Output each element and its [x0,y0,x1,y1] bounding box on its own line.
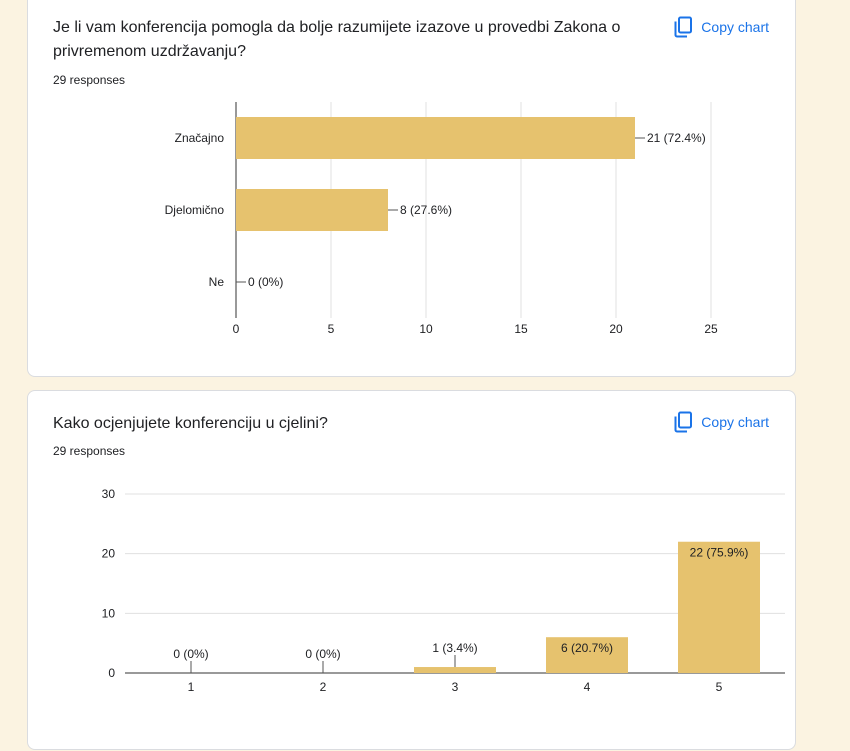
copy-chart-label: Copy chart [701,19,769,35]
bar [236,189,388,231]
bar [236,117,635,159]
copy-chart-button[interactable]: Copy chart [673,411,769,433]
response-count: 29 responses [53,73,126,87]
category-label: Ne [209,275,225,289]
bar [414,667,496,673]
question-card-2: Kako ocjenjujete konferenciju u cjelini?… [27,390,796,750]
response-count: 29 responses [53,444,126,458]
category-label: 3 [452,680,459,694]
copy-chart-button[interactable]: Copy chart [673,16,769,38]
data-label: 21 (72.4%) [647,131,706,145]
question-title: Je li vam konferencija pomogla da bolje … [53,19,621,60]
bar [678,541,760,673]
x-tick-label: 5 [328,322,335,336]
x-tick-label: 15 [514,322,528,336]
data-label: 22 (75.9%) [690,546,749,560]
copy-icon [673,411,693,433]
category-label: 2 [320,680,327,694]
bar [546,637,628,673]
y-tick-label: 10 [102,606,116,620]
y-tick-label: 0 [108,666,115,680]
data-label: 6 (20.7%) [561,641,613,655]
category-label: 5 [716,680,723,694]
question-title: Kako ocjenjujete konferenciju u cjelini? [53,415,328,432]
data-label: 0 (0%) [173,647,208,661]
data-label: 1 (3.4%) [432,641,477,655]
y-tick-label: 30 [102,487,116,501]
x-tick-label: 0 [233,322,240,336]
data-label: 8 (27.6%) [400,203,452,217]
x-tick-label: 25 [704,322,718,336]
x-tick-label: 20 [609,322,623,336]
category-label: Djelomično [165,203,225,217]
question-card-1: Je li vam konferencija pomogla da bolje … [27,0,796,377]
data-label: 0 (0%) [248,275,283,289]
chart-1: 0 5 10 15 20 25 Značajno 21 (72.4%) Djelomično 8 … [165,102,718,336]
copy-icon [673,16,693,38]
y-tick-label: 20 [102,547,116,561]
category-label: 1 [188,680,195,694]
category-label: Značajno [175,131,225,145]
chart-2: 0 10 20 30 1 0 (0%) 2 0 (0%) 3 1 (3.4%) 4 6 (20.7%)… [102,487,785,694]
copy-chart-label: Copy chart [701,414,769,430]
category-label: 4 [584,680,591,694]
data-label: 0 (0%) [305,647,340,661]
x-tick-label: 10 [419,322,433,336]
